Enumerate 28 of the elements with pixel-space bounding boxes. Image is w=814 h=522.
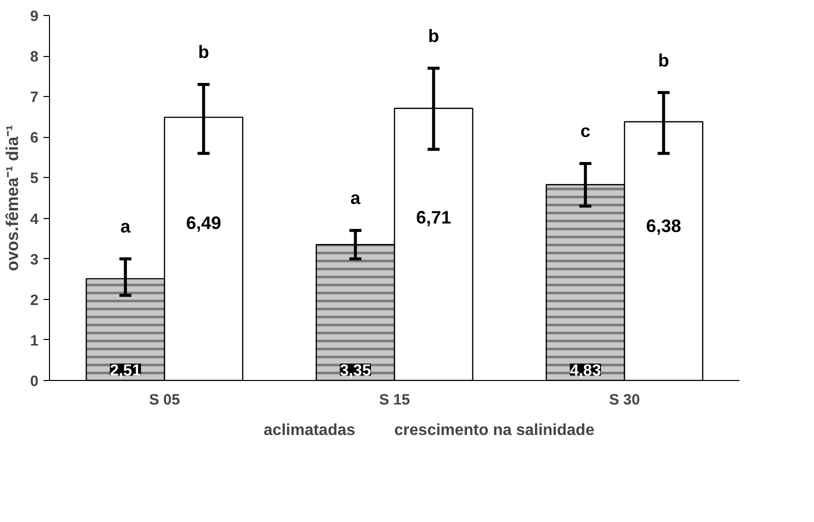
data-label: 2,51 <box>110 362 142 380</box>
annotation: b <box>198 42 210 62</box>
annotation: b <box>428 26 440 46</box>
data-label: 6,49 <box>186 213 222 234</box>
y-tick-label: 4 <box>30 210 40 228</box>
y-tick-label: 3 <box>30 251 38 268</box>
annotation: c <box>580 121 590 142</box>
data-label: 4,83 <box>570 362 602 380</box>
y-axis-title: ovos.fêmea⁻¹ dia⁻¹ <box>3 124 22 272</box>
data-label: 6,38 <box>646 216 682 236</box>
annotation: a <box>120 216 132 237</box>
annotation: a <box>350 188 362 208</box>
text: aclimatadas <box>264 422 356 440</box>
y-tick-label: 6 <box>30 130 38 147</box>
y-tick-label: 2 <box>30 292 38 309</box>
y-tick-label: 8 <box>30 48 38 66</box>
text: crescimento na salinidade <box>394 422 594 440</box>
y-tick-label: 0 <box>30 373 38 390</box>
y-tick-label: 7 <box>30 89 38 106</box>
y-tick-label: 1 <box>30 332 38 350</box>
data-label: 3,35 <box>340 362 372 380</box>
x-tick-label: S 15 <box>379 392 410 408</box>
y-tick-label: 9 <box>30 8 38 25</box>
x-tick-label: S 05 <box>149 392 180 408</box>
data-label: 6,71 <box>416 208 452 228</box>
x-tick-label: S 30 <box>609 392 640 408</box>
y-tick-label: 5 <box>30 170 38 188</box>
annotation: b <box>658 50 670 70</box>
